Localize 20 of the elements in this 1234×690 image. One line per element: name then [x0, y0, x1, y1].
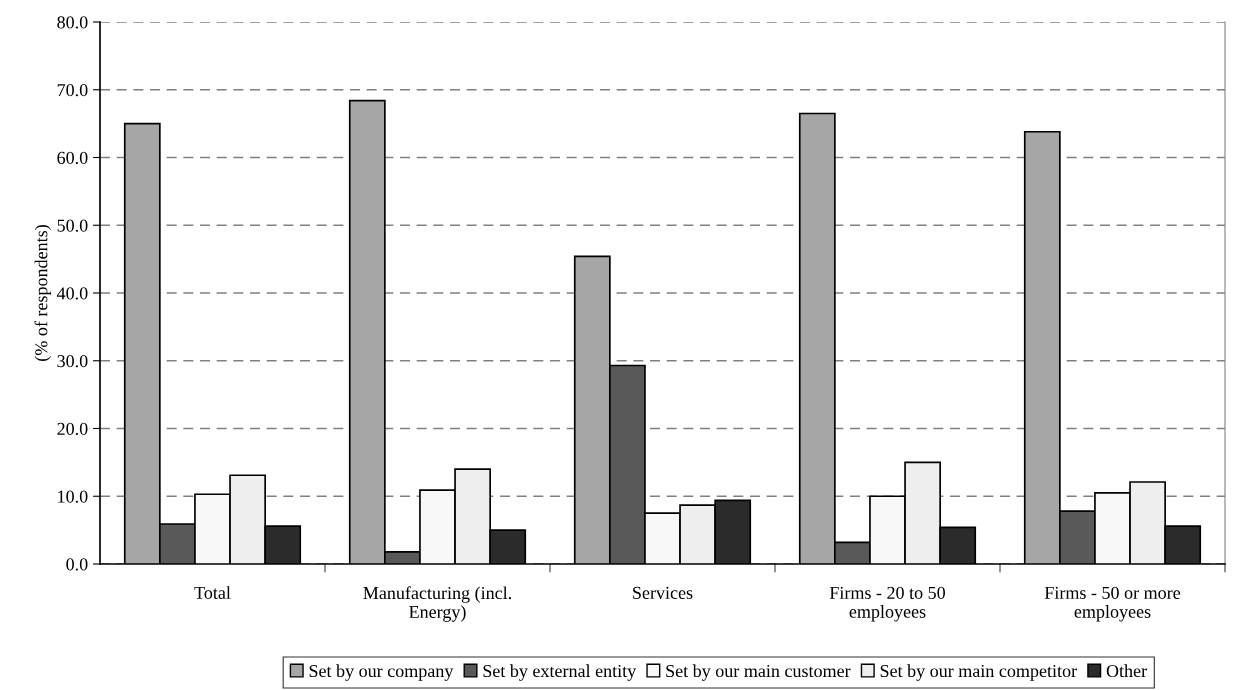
y-tick-label: 80.0	[57, 16, 88, 29]
y-tick-label: 50.0	[57, 219, 88, 232]
y-tick-label: 40.0	[56, 287, 88, 300]
x-tick-label: Firms - 50 or more employees	[1044, 586, 1181, 622]
x-tick-label: Manufacturing (incl. Energy)	[363, 586, 512, 622]
x-tick-label: Firms - 20 to 50 employees	[829, 586, 945, 622]
x-tick-label: Total	[194, 586, 231, 599]
legend-label: Set by our main competitor	[880, 664, 1077, 681]
legend-label: Set by external entity	[483, 664, 637, 681]
y-tick-label: 30.0	[57, 355, 88, 368]
legend-label: Set by our company	[309, 664, 454, 681]
y-tick-label: 20.0	[57, 422, 88, 436]
y-axis-title: (% of respondents)	[34, 225, 52, 361]
y-tick-label: 0.0	[66, 558, 88, 571]
x-tick-label: Services	[633, 586, 693, 599]
y-tick-label: 70.0	[57, 84, 88, 97]
legend-label: Other	[1106, 664, 1147, 678]
y-tick-label: 10.0	[58, 490, 88, 503]
legend-label: Set by our main customer	[666, 664, 851, 681]
y-tick-label: 60.0	[57, 151, 88, 165]
